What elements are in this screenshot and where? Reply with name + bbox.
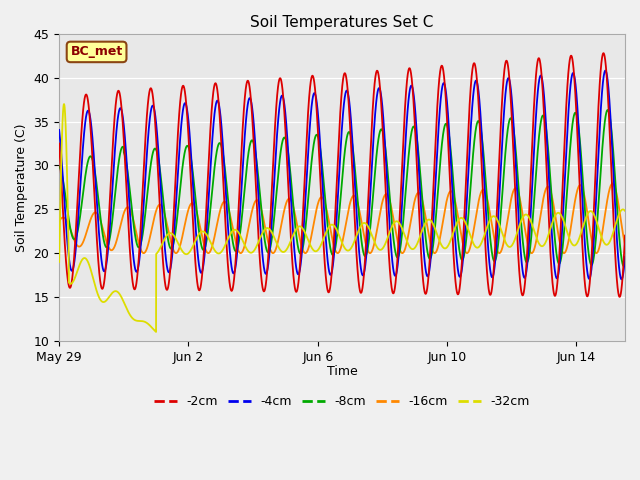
X-axis label: Time: Time: [326, 365, 358, 378]
Y-axis label: Soil Temperature (C): Soil Temperature (C): [15, 123, 28, 252]
Title: Soil Temperatures Set C: Soil Temperatures Set C: [250, 15, 434, 30]
Text: BC_met: BC_met: [70, 46, 123, 59]
Legend: -2cm, -4cm, -8cm, -16cm, -32cm: -2cm, -4cm, -8cm, -16cm, -32cm: [149, 390, 535, 413]
